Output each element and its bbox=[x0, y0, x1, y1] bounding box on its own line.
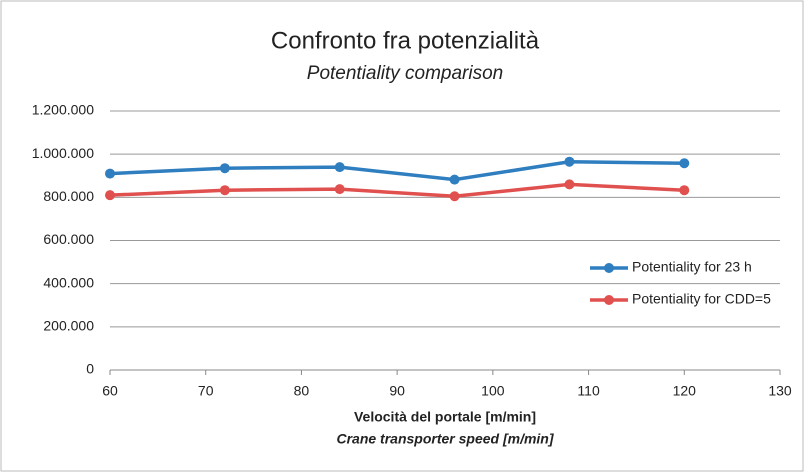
x-tick-label: 100 bbox=[481, 383, 505, 399]
data-point bbox=[334, 162, 345, 173]
y-tick-label: 400.000 bbox=[43, 274, 94, 290]
data-point bbox=[105, 168, 115, 179]
x-tick-label: 90 bbox=[389, 383, 405, 399]
data-point bbox=[679, 185, 690, 196]
data-point bbox=[449, 174, 460, 185]
y-tick-label: 1.000.000 bbox=[32, 145, 94, 161]
y-tick-label: 200.000 bbox=[43, 318, 94, 334]
data-point bbox=[564, 179, 575, 190]
chart-subtitle: Potentiality comparison bbox=[307, 63, 503, 84]
data-point bbox=[334, 184, 345, 195]
x-tick-label: 80 bbox=[294, 383, 310, 399]
series-line bbox=[109, 159, 685, 182]
data-point bbox=[564, 156, 575, 167]
y-tick-label: 800.000 bbox=[43, 188, 94, 204]
x-tick-label: 110 bbox=[577, 383, 600, 399]
x-tick-label: 60 bbox=[102, 383, 118, 399]
data-point bbox=[219, 163, 230, 174]
x-tick-label: 130 bbox=[768, 383, 792, 399]
data-point bbox=[449, 191, 460, 202]
x-tick-label: 70 bbox=[198, 383, 214, 399]
legend-marker bbox=[604, 295, 614, 305]
y-tick-label: 1.200.000 bbox=[32, 102, 94, 118]
data-point bbox=[219, 185, 230, 196]
x-axis-label: Crane transporter speed [m/min] bbox=[336, 431, 554, 447]
chart-title: Confronto fra potenzialità bbox=[271, 27, 540, 54]
legend-label: Potentiality for CDD=5 bbox=[632, 291, 771, 307]
y-tick-label: 600.000 bbox=[43, 231, 94, 247]
x-axis-label: Velocità del portale [m/min] bbox=[354, 409, 536, 425]
data-point bbox=[679, 158, 690, 169]
legend-label: Potentiality for 23 h bbox=[632, 259, 752, 275]
x-tick-label: 120 bbox=[673, 383, 697, 399]
series-line bbox=[109, 182, 685, 199]
data-point bbox=[105, 190, 115, 201]
legend-marker bbox=[604, 263, 614, 273]
y-tick-label: 0 bbox=[86, 361, 94, 377]
